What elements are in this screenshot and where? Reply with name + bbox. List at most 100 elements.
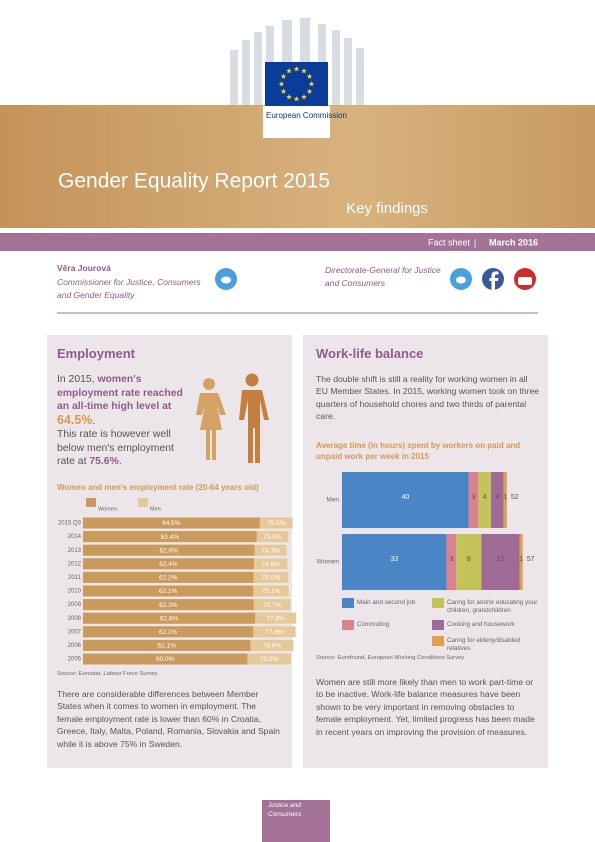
youtube-glyph xyxy=(518,277,532,285)
date: March 2016 xyxy=(489,237,538,247)
star xyxy=(301,68,307,74)
star xyxy=(278,81,285,87)
chart-title: Average time (in hours) spent by workers… xyxy=(316,441,521,461)
legend-label: Caring for elderly/disabled relatives xyxy=(447,637,521,652)
bar-segment xyxy=(519,534,523,590)
logo-text: European Commission xyxy=(266,111,347,120)
category-label: 2008 xyxy=(68,616,82,622)
value-label: 62.8% xyxy=(160,615,179,622)
value-label: 62.2% xyxy=(159,575,178,582)
intro-end: . xyxy=(92,415,96,427)
value-label: 75.0% xyxy=(262,575,281,582)
value-label: 63.4% xyxy=(161,534,180,541)
legend-swatch xyxy=(432,598,444,608)
bar xyxy=(83,517,260,529)
value-label: 75.0% xyxy=(263,534,282,541)
man-figure xyxy=(239,373,269,463)
bar-segment xyxy=(478,472,491,528)
total-label: 57 xyxy=(527,556,535,563)
work-life-intro: The double shift is still a reality for … xyxy=(316,374,540,422)
legend-label: Main and second job xyxy=(357,599,416,606)
title: Gender Equality Report 2015 xyxy=(58,170,330,193)
twitter-glyph xyxy=(221,276,466,284)
value-label: 75.1% xyxy=(262,588,281,595)
category-label: 2011 xyxy=(68,575,82,581)
value-label: 62.6% xyxy=(160,547,179,554)
legend-swatch xyxy=(342,598,354,608)
legend-label: Women xyxy=(98,506,117,512)
star xyxy=(280,73,287,79)
bar-segment xyxy=(342,534,447,590)
woman-figure xyxy=(196,378,226,460)
bar-segment xyxy=(446,534,457,590)
employment-intro: In 2015, women's employment rate reached… xyxy=(57,373,189,428)
category-label: 2012 xyxy=(68,561,82,567)
legend-label: Men xyxy=(150,506,161,512)
value-label: 62.3% xyxy=(159,602,178,609)
bar xyxy=(83,612,256,624)
value-label: 76.8% xyxy=(263,643,282,650)
value-label: 64.5% xyxy=(162,520,181,527)
chart-title: Women and men's employment rate (20-64 y… xyxy=(57,483,259,492)
bar-segment xyxy=(468,472,479,528)
directorate: Directorate-General for Justice and Cons… xyxy=(325,265,441,288)
commissioner: Věra Jourová xyxy=(57,263,111,273)
chart-source: Source: Eurostat, Labour Force Survey xyxy=(57,671,158,677)
star xyxy=(306,88,313,94)
legend-swatch xyxy=(138,498,148,507)
star xyxy=(286,93,292,100)
star xyxy=(293,66,300,72)
eu-stars xyxy=(278,66,315,102)
total-label: 52 xyxy=(511,494,519,501)
category-label: 2013 xyxy=(68,548,82,554)
intro-figure: 64.5% xyxy=(57,412,93,427)
star xyxy=(306,73,313,79)
bar xyxy=(83,531,257,543)
bar xyxy=(83,544,255,556)
legend-swatch xyxy=(86,498,96,507)
value-label: 62.1% xyxy=(159,629,178,636)
bar xyxy=(83,558,254,570)
subtitle: Key findings xyxy=(346,200,428,217)
legend-label: Commuting xyxy=(357,621,390,628)
logo-box xyxy=(263,106,330,138)
value-label: 77.8% xyxy=(266,615,285,622)
category-label: Men xyxy=(326,497,339,504)
value-label: 75.9% xyxy=(260,656,279,663)
category-label: Women xyxy=(317,559,340,566)
value-label: 33 xyxy=(390,556,398,563)
value-label: 1 xyxy=(519,556,523,563)
bar-segment xyxy=(456,534,482,590)
fact-sheet-bar xyxy=(0,233,595,251)
employment-body: There are considerable differences betwe… xyxy=(57,689,280,749)
category-label: 2007 xyxy=(68,629,82,635)
value-label: 4 xyxy=(483,494,487,501)
value-label: 62.1% xyxy=(159,588,178,595)
value-label: 75.7% xyxy=(263,602,282,609)
value-label: 40 xyxy=(402,494,410,501)
legend-label: Caring for and/or educating your childre… xyxy=(447,599,538,614)
bar-segment xyxy=(490,472,504,528)
category-label: 2005 xyxy=(68,657,82,663)
intro-text: In 2015, xyxy=(57,374,95,385)
bar xyxy=(83,639,251,651)
category-label: 2015 Q3 xyxy=(58,521,82,527)
value-label: 74.3% xyxy=(261,547,280,554)
star xyxy=(308,81,315,87)
bar xyxy=(83,626,254,638)
value-label: 61.1% xyxy=(157,643,176,650)
bar xyxy=(83,653,248,665)
value-label: 3 xyxy=(449,556,453,563)
bar-segment xyxy=(342,472,469,528)
intro-highlight: women's employment rate reached an all-t… xyxy=(57,374,183,412)
legend-swatch xyxy=(342,620,354,630)
footer-text: Justice and Consumers xyxy=(268,802,302,818)
bar-segment xyxy=(503,472,507,528)
section-heading: Work-life balance xyxy=(316,346,424,361)
chart-source: Source: Eurofound, European Working Cond… xyxy=(316,655,465,661)
bar-segment xyxy=(481,534,520,590)
rate-text: This rate is however well below men's em… xyxy=(57,429,174,467)
